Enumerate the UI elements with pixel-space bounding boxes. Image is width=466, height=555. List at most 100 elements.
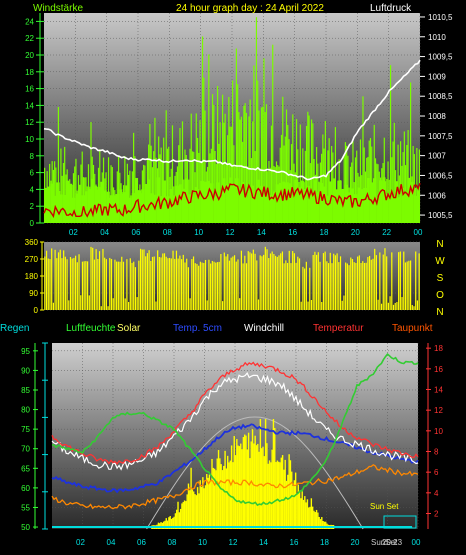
- direction-bar: [186, 258, 188, 310]
- wind-bar: [47, 186, 51, 223]
- wind-bar: [398, 197, 402, 223]
- direction-bar: [360, 262, 362, 310]
- wind-bar: [87, 188, 92, 223]
- wind-bar: [55, 167, 57, 223]
- wind-bar: [388, 195, 392, 223]
- top-left-tick-label: 18: [25, 68, 34, 77]
- wind-bar: [75, 158, 77, 223]
- wind-bar: [407, 130, 409, 223]
- bottom-left-tick-label: 90: [21, 366, 30, 375]
- direction-bar: [343, 295, 345, 310]
- wind-bar: [324, 121, 326, 223]
- direction-bar: [155, 301, 157, 310]
- direction-bar: [133, 261, 135, 310]
- wind-bar: [50, 183, 54, 223]
- direction-bar: [131, 262, 133, 310]
- solar-bar: [284, 459, 286, 529]
- direction-bar: [121, 256, 123, 310]
- solar-bar: [207, 477, 209, 529]
- bottom-x-tick-label: 02: [76, 538, 85, 547]
- direction-bar: [98, 251, 101, 310]
- direction-bar: [211, 260, 213, 310]
- solar-bar: [187, 483, 190, 529]
- wind-bar: [363, 187, 367, 223]
- solar-bar: [246, 449, 248, 529]
- sun-set-box: [383, 515, 417, 529]
- direction-bar: [73, 257, 75, 310]
- temperature-line: [51, 361, 419, 465]
- direction-bar: [124, 298, 126, 310]
- wind-bar: [178, 145, 180, 223]
- direction-bar: [286, 262, 289, 310]
- wind-bar: [294, 179, 298, 223]
- solar-bar: [183, 500, 186, 529]
- wind-bar: [387, 161, 389, 223]
- sun-arc-group: [146, 416, 364, 530]
- wind-bar: [325, 195, 330, 223]
- wind-bar: [304, 189, 308, 223]
- direction-bar: [295, 262, 297, 310]
- wind-bar: [161, 161, 164, 223]
- top-left-tick-label: 24: [25, 17, 34, 26]
- direction-bar: [274, 255, 277, 310]
- wind-bar: [228, 96, 230, 223]
- wind-bar: [413, 154, 415, 223]
- direction-bar: [169, 257, 171, 310]
- wind-bar: [60, 148, 62, 223]
- wind-bar: [269, 194, 273, 223]
- wind-bar: [394, 181, 399, 223]
- top-left-tick-label: 6: [30, 169, 35, 178]
- direction-bar: [403, 251, 405, 310]
- wind-bar: [153, 151, 155, 223]
- solar-bar: [196, 487, 199, 529]
- wind-bar: [300, 181, 305, 223]
- direction-bar: [196, 263, 198, 310]
- direction-bar: [225, 256, 227, 310]
- direction-bar: [292, 251, 294, 310]
- direction-bar: [57, 252, 60, 310]
- wind-bar: [189, 148, 191, 223]
- wind-bar: [373, 124, 375, 223]
- direction-bar: [418, 253, 420, 310]
- direction-bar: [399, 251, 401, 310]
- bottom-right-tick-label: 8: [434, 448, 439, 457]
- direction-tick-label: 270: [25, 255, 39, 264]
- wind-bar: [369, 138, 372, 223]
- wind-bar: [262, 106, 264, 223]
- solar-bar: [195, 495, 198, 529]
- direction-bar: [139, 248, 142, 310]
- top-left-tick-label: 4: [30, 185, 35, 194]
- wind-bar: [338, 180, 342, 223]
- wind-bar: [43, 187, 48, 223]
- direction-bar: [245, 263, 248, 310]
- top-left-tick-label: 10: [25, 135, 34, 144]
- direction-bar: [350, 257, 352, 310]
- direction-bar: [406, 261, 408, 310]
- wind-bar: [206, 181, 211, 223]
- wind-bar: [107, 157, 110, 223]
- wind-bar: [81, 151, 83, 223]
- wind-bar: [163, 137, 165, 223]
- top-left-tick-label: 0: [30, 219, 35, 228]
- wind-bar: [150, 145, 152, 223]
- wind-bar: [416, 191, 421, 223]
- direction-bar: [312, 254, 314, 310]
- top-left-tick-label: 22: [25, 34, 34, 43]
- wind-bar: [263, 58, 265, 224]
- direction-bar: [63, 250, 65, 310]
- solar-bar: [275, 462, 277, 529]
- wind-bar: [211, 94, 214, 223]
- wind-bar: [257, 80, 259, 223]
- wind-bar: [407, 177, 411, 223]
- direction-y-ticks: 0 90 180 270 360: [25, 238, 44, 315]
- wind-bar: [359, 139, 362, 223]
- direction-bar: [396, 302, 398, 310]
- direction-bar: [153, 256, 155, 310]
- top-x-tick-label: 04: [100, 228, 109, 237]
- compass-label: N: [436, 239, 443, 250]
- direction-bar: [374, 248, 376, 310]
- wind-bar: [270, 125, 273, 223]
- direction-bar: [105, 259, 107, 310]
- direction-bar: [375, 255, 378, 310]
- direction-bar: [143, 249, 145, 310]
